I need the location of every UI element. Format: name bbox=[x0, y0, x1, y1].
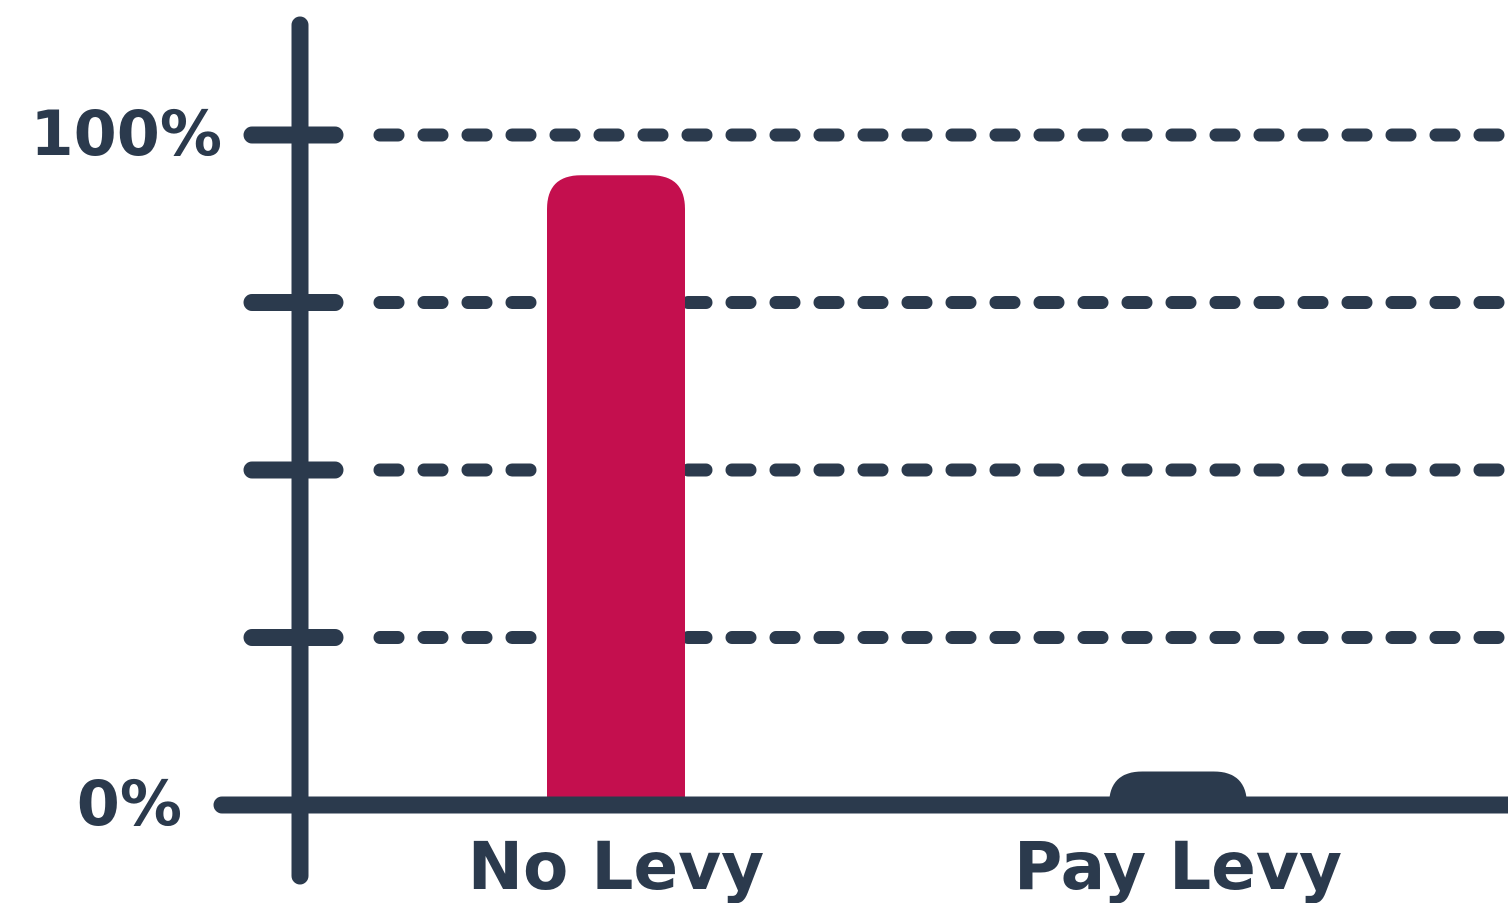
y-tick-label-100: 100% bbox=[30, 97, 222, 170]
x-tick-label-no-levy: No Levy bbox=[468, 828, 764, 903]
axes bbox=[213, 16, 1508, 885]
x-tick-label-pay-levy: Pay Levy bbox=[1014, 828, 1342, 903]
labels: 0% 100% No Levy Pay Levy bbox=[30, 97, 1342, 905]
y-tick-label-0: 0% bbox=[77, 767, 182, 840]
bars bbox=[547, 175, 1247, 805]
bar-no-levy bbox=[547, 175, 685, 805]
